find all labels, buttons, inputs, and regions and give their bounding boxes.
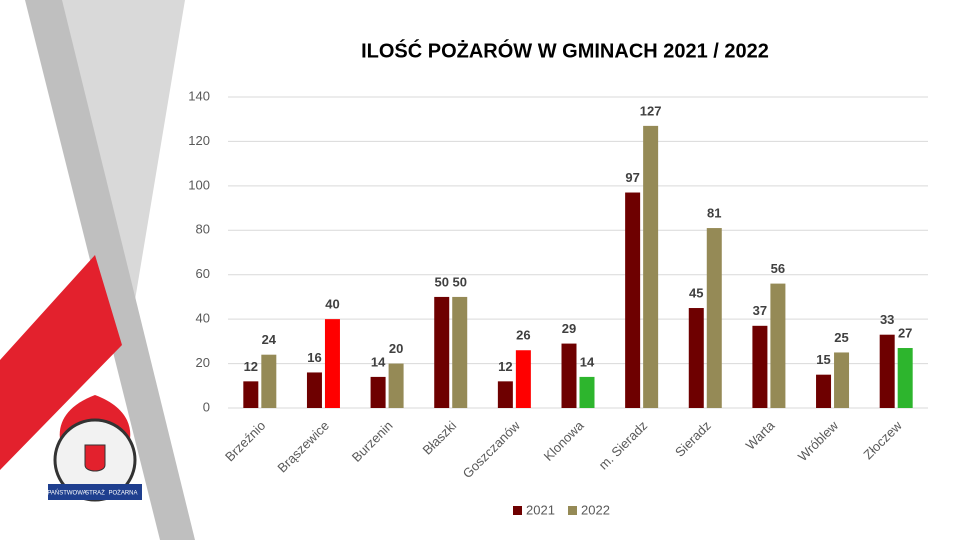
bar [434,296,450,408]
x-tick-label: Warta [743,417,778,452]
value-label: 25 [834,330,848,345]
bar [388,363,404,408]
y-tick-label: 40 [196,311,210,326]
bar [879,334,895,408]
logo-text: PAŃSTWOWA [47,490,86,497]
logo-shield [84,444,106,472]
value-label: 50 [452,274,466,289]
bar [688,308,704,408]
decor [25,0,195,540]
x-tick-label: Goszczanów [460,418,524,482]
logo-band [48,484,142,500]
bar [243,381,259,408]
bar [706,228,722,408]
x-tick-label: Sieradz [672,418,714,460]
bar [897,348,913,408]
x-tick-label: Wróblew [795,418,842,465]
decor [60,0,185,330]
value-label: 16 [307,350,321,365]
value-label: 29 [562,321,576,336]
chart-title: ILOŚĆ POŻARÓW W GMINACH 2021 / 2022 [361,38,769,62]
bar [770,283,786,408]
bar [452,296,468,408]
legend-swatch [513,506,522,515]
y-tick-label: 20 [196,355,210,370]
value-label: 12 [498,359,512,374]
x-tick-label: Złoczew [860,418,905,463]
value-label: 40 [325,297,339,312]
bar [752,325,768,408]
value-label: 24 [262,332,277,347]
y-tick-label: 120 [188,133,210,148]
value-label: 45 [689,285,703,300]
bar [561,343,577,408]
value-label: 15 [816,352,830,367]
x-tick-label: Klonowa [541,417,587,463]
bar [834,352,850,408]
logo-text: POŻARNA [108,490,137,497]
value-label: 97 [625,170,639,185]
value-label: 127 [640,103,662,118]
value-label: 12 [244,359,258,374]
bar [816,374,832,408]
value-label: 14 [371,354,386,369]
bar [579,376,595,408]
y-tick-label: 0 [203,399,210,414]
x-tick-label: Burzenin [349,418,396,465]
value-label: 50 [434,274,448,289]
x-tick-label: m. Sieradz [596,418,651,473]
x-tick-label: Błaszki [420,418,460,458]
y-tick-label: 80 [196,222,210,237]
value-label: 20 [389,341,403,356]
x-tick-label: Brzeźnio [222,418,268,464]
value-label: 37 [753,303,767,318]
logo: PAŃSTWOWA STRAŻ POŻARNA [47,395,142,502]
bar [370,376,386,408]
value-label: 81 [707,206,721,221]
value-label: 33 [880,312,894,327]
value-label: 14 [580,354,595,369]
y-tick-label: 60 [196,266,210,281]
legend-label: 2022 [581,502,610,517]
x-tick-label: Brąszewice [274,418,332,476]
y-tick-label: 100 [188,177,210,192]
logo-text: STRAŻ [85,490,105,497]
value-label: 26 [516,328,530,343]
bar [625,192,641,408]
bar [515,350,531,408]
bar [497,381,513,408]
y-tick-label: 140 [188,88,210,103]
decor [0,255,122,470]
bar [306,372,322,408]
value-label: 56 [771,261,785,276]
value-label: 27 [898,325,912,340]
bar [261,354,277,408]
legend-label: 2021 [526,502,555,517]
bar [643,125,659,408]
bar [324,319,340,408]
legend-swatch [568,506,577,515]
